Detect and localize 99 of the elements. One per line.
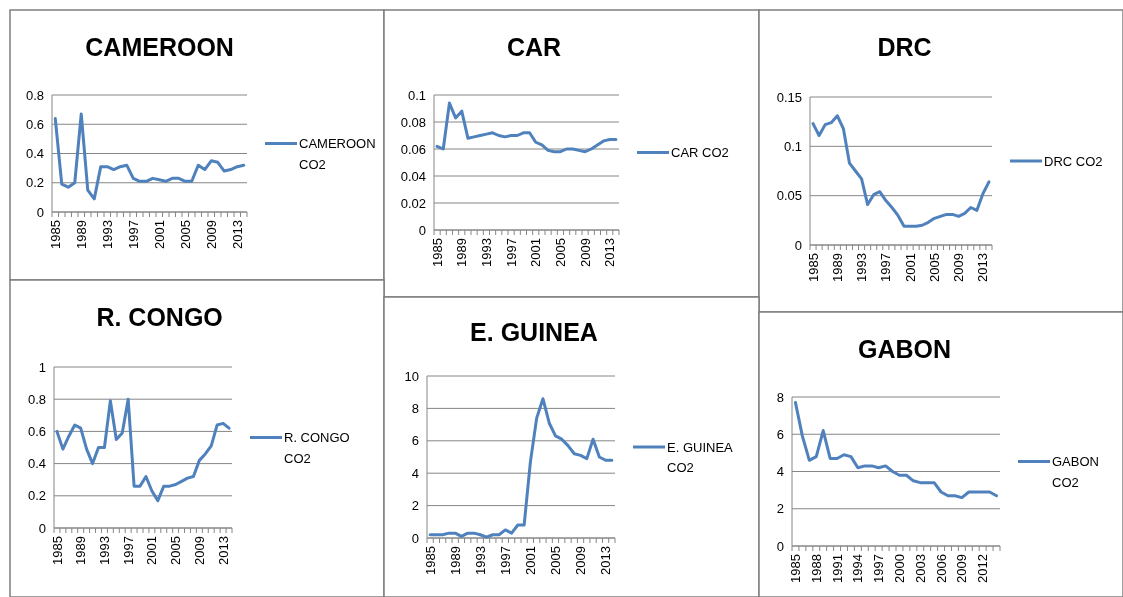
x-tick-label: 1985 <box>422 546 438 575</box>
y-tick-label: 0.6 <box>27 423 46 439</box>
y-tick-label: 0.1 <box>407 87 426 103</box>
y-tick-label: 0.6 <box>25 116 44 132</box>
y-tick-label: 0.04 <box>400 168 426 184</box>
x-tick-label: 2012 <box>975 554 991 583</box>
line-series <box>55 397 231 503</box>
y-tick-label: 0 <box>794 237 802 253</box>
x-tick-label: 1985 <box>49 536 65 565</box>
legend-label: E. GUINEA CO2 <box>667 439 734 476</box>
x-tick-label: 2001 <box>528 238 544 267</box>
chart-title: GABON <box>858 335 952 363</box>
x-tick-label: 2009 <box>573 546 589 575</box>
legend-label: CAMEROON CO2 <box>299 136 376 172</box>
x-tick-label: 1993 <box>99 220 115 249</box>
legend-label: CAR CO2 <box>671 145 729 161</box>
x-tick-label: 2013 <box>602 238 618 267</box>
x-tick-label: 1985 <box>788 554 804 583</box>
chart-title: E. GUINEA <box>470 318 598 346</box>
x-tick-label: 1985 <box>47 220 63 249</box>
x-tick-label: 1997 <box>120 536 136 565</box>
y-tick-label: 10 <box>404 368 419 384</box>
line-series <box>53 112 246 201</box>
y-tick-label: 0.1 <box>783 138 802 154</box>
y-tick-label: 0 <box>418 222 426 238</box>
x-tick-label: 1994 <box>850 554 866 583</box>
x-tick-label: 2000 <box>892 554 908 583</box>
chart-title: DRC <box>877 33 932 61</box>
line-series <box>435 101 618 154</box>
x-tick-label: 2009 <box>203 220 219 249</box>
x-tick-label: 2003 <box>912 554 928 583</box>
chart-title: R. CONGO <box>96 303 223 331</box>
x-tick-label: 1997 <box>125 220 141 249</box>
x-tick-label: 1988 <box>808 554 824 583</box>
x-tick-label: 2001 <box>144 536 160 565</box>
legend-label: R. CONGO CO2 <box>284 430 350 466</box>
y-tick-label: 0.4 <box>25 146 44 162</box>
x-tick-label: 2013 <box>975 253 991 282</box>
y-tick-label: 4 <box>776 464 784 480</box>
x-tick-label: 1989 <box>447 546 463 575</box>
x-tick-label: 2001 <box>522 546 538 575</box>
x-tick-label: 1993 <box>96 536 112 565</box>
x-tick-label: 1997 <box>497 546 513 575</box>
x-tick-label: 2005 <box>548 546 564 575</box>
x-tick-label: 2001 <box>902 253 918 282</box>
x-tick-label: 1991 <box>829 554 845 583</box>
x-tick-label: 1985 <box>429 238 445 267</box>
x-tick-label: 1997 <box>503 238 519 267</box>
y-tick-label: 0.2 <box>27 488 46 504</box>
y-tick-label: 4 <box>411 465 419 481</box>
y-tick-label: 6 <box>411 433 419 449</box>
chart-title: CAR <box>506 33 562 61</box>
y-tick-label: 2 <box>776 501 784 517</box>
x-tick-label: 2001 <box>151 220 167 249</box>
x-tick-label: 2013 <box>229 220 245 249</box>
x-tick-label: 1993 <box>472 546 488 575</box>
x-tick-label: 2009 <box>191 536 207 565</box>
y-tick-label: 0.05 <box>776 188 802 204</box>
x-tick-label: 1993 <box>854 253 870 282</box>
x-tick-label: 2009 <box>577 238 593 267</box>
chart-title: CAMEROON <box>85 33 234 61</box>
x-tick-label: 2005 <box>552 238 568 267</box>
y-tick-label: 8 <box>776 389 784 405</box>
y-tick-label: 0.02 <box>400 195 426 211</box>
x-tick-label: 1989 <box>829 253 845 282</box>
x-tick-label: 1993 <box>478 238 494 267</box>
x-tick-label: 2005 <box>168 536 184 565</box>
y-tick-label: 2 <box>411 498 419 514</box>
y-tick-label: 0 <box>411 530 419 546</box>
line-series <box>793 401 999 500</box>
y-tick-label: 0.4 <box>27 456 46 472</box>
x-tick-label: 2013 <box>598 546 614 575</box>
x-tick-label: 2009 <box>954 554 970 583</box>
y-tick-label: 1 <box>38 359 46 375</box>
y-tick-label: 0.8 <box>27 391 46 407</box>
line-series <box>811 114 991 228</box>
x-tick-label: 2006 <box>933 554 949 583</box>
x-tick-label: 2005 <box>177 220 193 249</box>
y-tick-label: 6 <box>776 426 784 442</box>
y-tick-label: 0.15 <box>776 89 802 105</box>
x-tick-label: 1989 <box>454 238 470 267</box>
x-tick-label: 1997 <box>878 253 894 282</box>
x-tick-label: 1989 <box>73 220 89 249</box>
y-tick-label: 0 <box>776 538 784 554</box>
legend-label: DRC CO2 <box>1044 153 1103 169</box>
x-tick-label: 2005 <box>926 253 942 282</box>
y-tick-label: 0.2 <box>25 175 44 191</box>
y-tick-label: 0 <box>38 520 46 536</box>
x-tick-label: 1985 <box>805 253 821 282</box>
y-tick-label: 8 <box>411 400 419 416</box>
y-tick-label: 0 <box>36 204 44 220</box>
x-tick-label: 2013 <box>215 536 231 565</box>
x-tick-label: 1997 <box>871 554 887 583</box>
y-tick-label: 0.06 <box>400 141 426 157</box>
x-tick-label: 1989 <box>73 536 89 565</box>
legend-label: GABON CO2 <box>1052 454 1099 490</box>
x-tick-label: 2009 <box>951 253 967 282</box>
y-tick-label: 0.8 <box>25 87 44 103</box>
y-tick-label: 0.08 <box>400 114 426 130</box>
